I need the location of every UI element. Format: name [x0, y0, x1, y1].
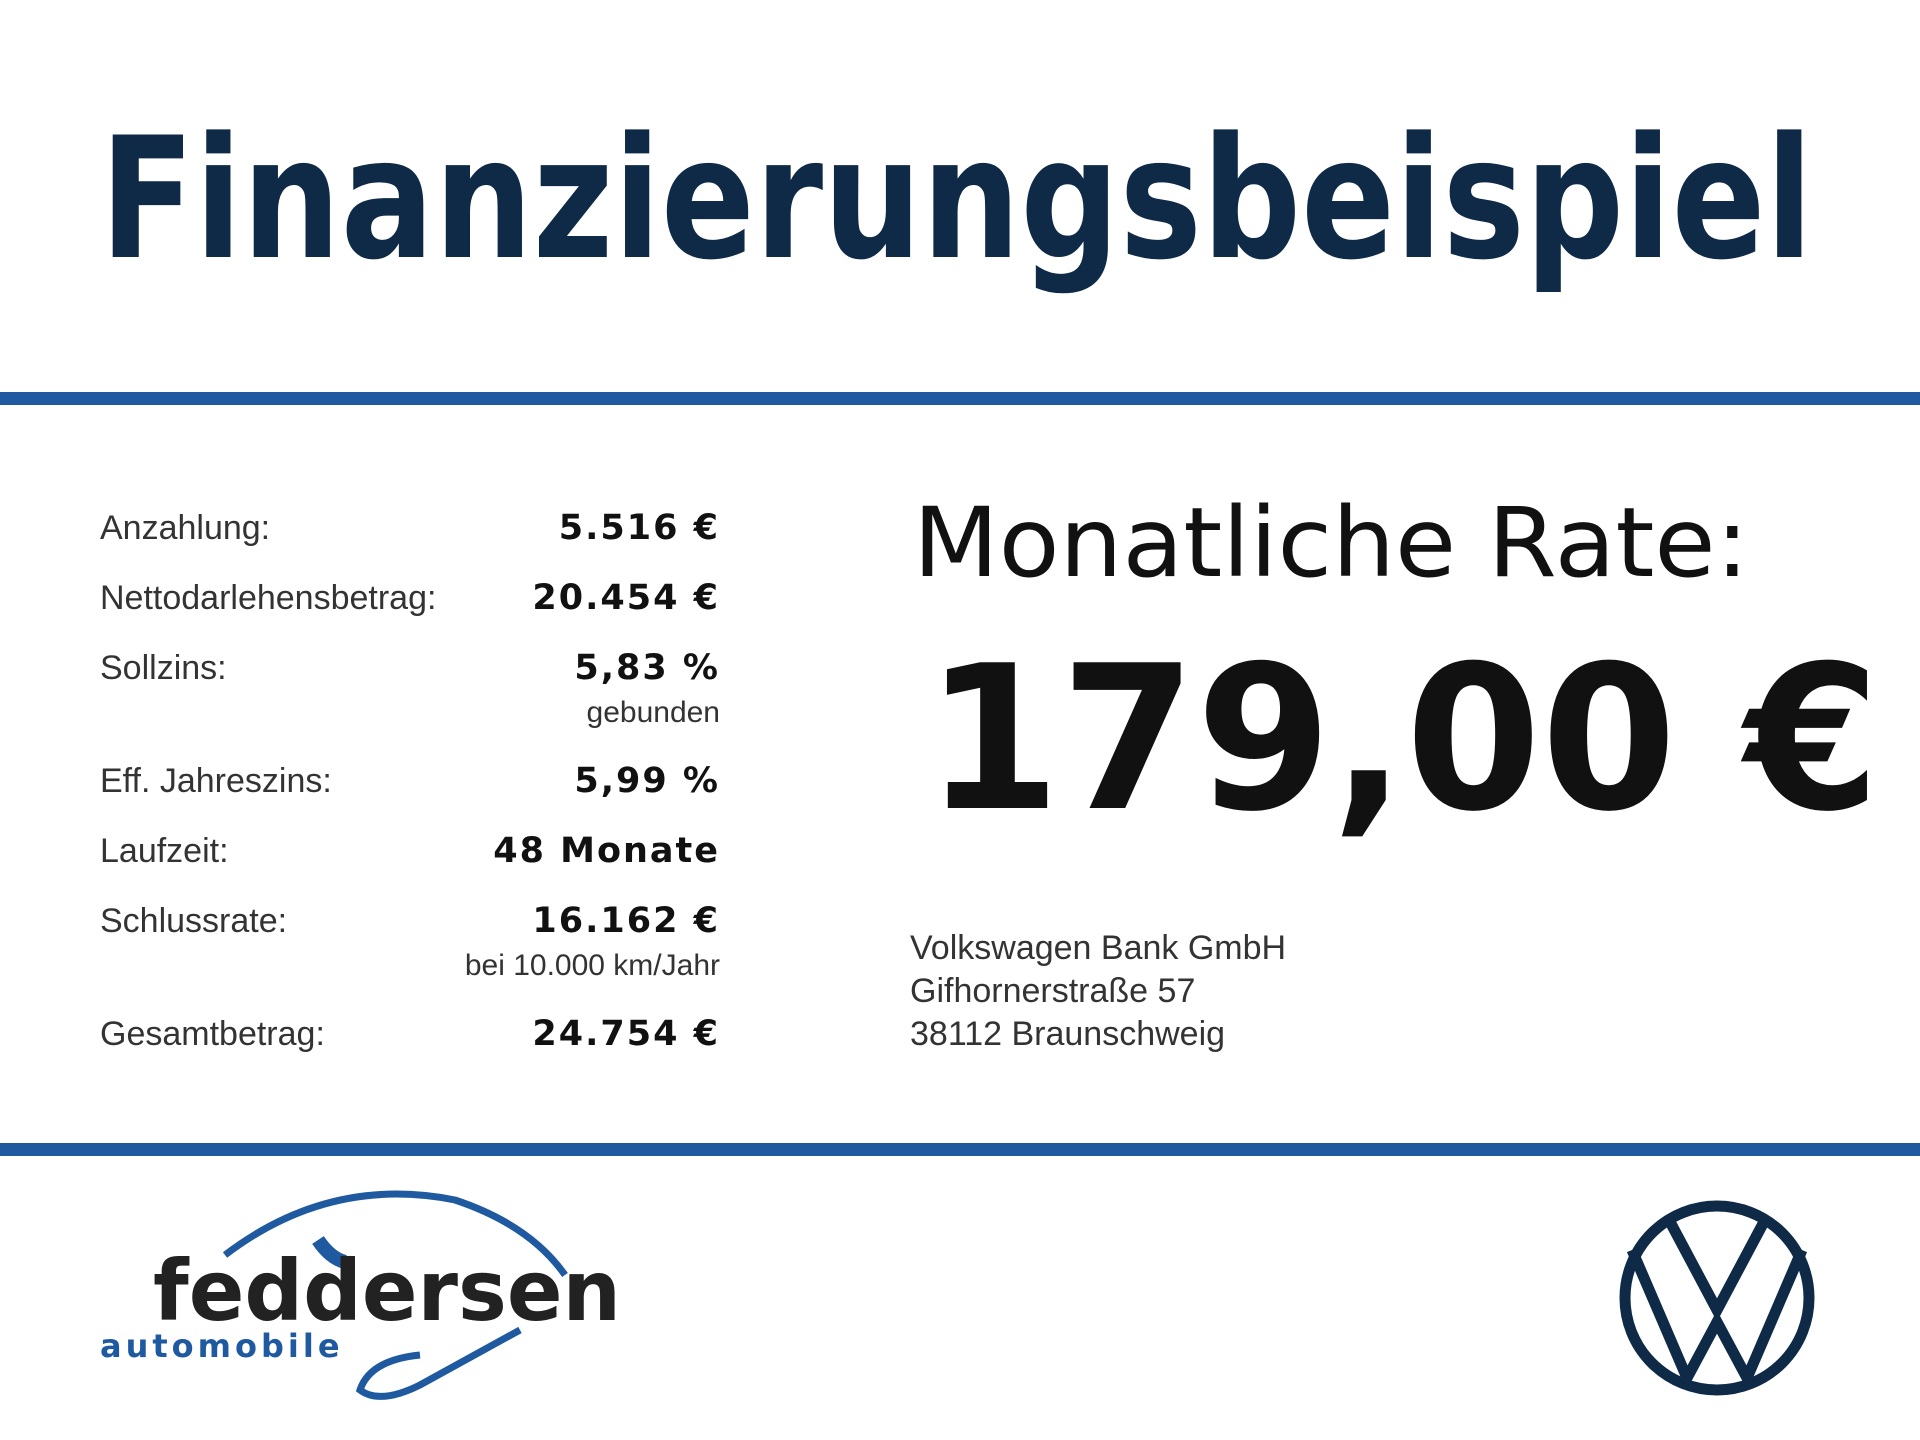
dealer-subtitle: automobile [100, 1327, 344, 1365]
rate-label: Monatliche Rate: [913, 487, 1749, 599]
row-label: Gesamtbetrag: [100, 1015, 325, 1053]
logo-swoosh [222, 1190, 568, 1278]
row-value: 5.516 € [559, 508, 720, 548]
row-value: 48 Monate [493, 831, 720, 871]
vw-w [1626, 1247, 1808, 1391]
title: Finanzierungsbeispiel [100, 101, 1813, 297]
financing-table: Anzahlung: 5.516 € Nettodarlehensbetrag: 20… [100, 508, 720, 1054]
bank-line: Volkswagen Bank GmbH [910, 929, 1286, 967]
vw-v [1663, 1215, 1771, 1322]
row-note: gebunden [587, 696, 720, 729]
logo-swoosh [355, 1326, 522, 1400]
row-label: Laufzeit: [100, 832, 229, 870]
row-label: Nettodarlehensbetrag: [100, 579, 436, 617]
row-value: 5,83 % [574, 648, 720, 688]
dealer-name: feddersen [153, 1242, 621, 1340]
divider [0, 392, 1920, 405]
row-value: 5,99 % [574, 761, 720, 801]
vw-circle [1619, 1200, 1815, 1396]
logo-swoosh [312, 1235, 348, 1269]
row-value: 24.754 € [532, 1014, 720, 1054]
row-label: Eff. Jahreszins: [100, 762, 332, 800]
row-value: 16.162 € [532, 901, 720, 941]
dealer-logo: feddersen automobile [100, 1190, 621, 1400]
row-label: Anzahlung: [100, 509, 270, 547]
row-note: bei 10.000 km/Jahr [465, 949, 720, 982]
divider [0, 1143, 1920, 1156]
row-label: Sollzins: [100, 649, 227, 687]
vw-logo [1619, 1200, 1815, 1396]
rate-value: 179,00 € [925, 623, 1880, 856]
bank-line: 38112 Braunschweig [910, 1015, 1225, 1053]
bank-line: Gifhornerstraße 57 [910, 972, 1195, 1010]
row-value: 20.454 € [532, 578, 720, 618]
row-label: Schlussrate: [100, 902, 287, 940]
